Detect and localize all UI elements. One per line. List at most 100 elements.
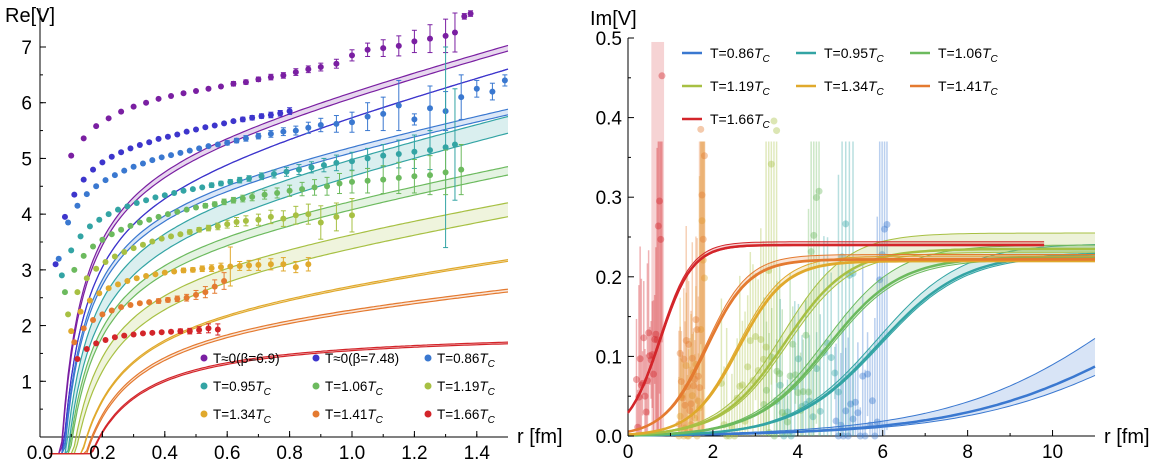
data-point [249, 193, 256, 200]
data-point [61, 289, 68, 296]
data-point [130, 331, 137, 338]
data-point [155, 298, 162, 305]
data-point [68, 152, 75, 159]
legend-label: T=1.19TC [710, 78, 771, 98]
data-point [143, 197, 150, 204]
data-point [52, 261, 59, 268]
data-point [99, 159, 106, 166]
data-column [651, 41, 665, 436]
data-point [196, 145, 203, 152]
data-point [133, 200, 140, 206]
data-point [267, 130, 274, 137]
data-point [286, 108, 293, 115]
data-point [688, 392, 696, 400]
data-point [205, 143, 212, 150]
fit-curve [49, 174, 509, 455]
data-point [773, 367, 781, 375]
data-point [58, 272, 65, 279]
data-point [83, 275, 90, 282]
data-point [680, 355, 688, 363]
data-point [74, 202, 81, 209]
data-point [395, 102, 402, 109]
fit-band [49, 166, 509, 454]
data-point [102, 177, 109, 184]
data-point [280, 215, 287, 222]
data-point [196, 226, 203, 233]
data-point [205, 85, 212, 92]
y-tick-label: 5 [21, 149, 32, 170]
x-tick-label: 10 [1042, 442, 1063, 463]
data-point [317, 219, 324, 226]
data-point [124, 203, 131, 210]
data-point [230, 197, 237, 204]
data-point [651, 335, 659, 343]
data-point [61, 213, 68, 220]
y-tick-label: 4 [21, 205, 32, 226]
data-point [676, 412, 684, 420]
data-point [93, 265, 100, 272]
data-point [752, 333, 760, 341]
data-point [411, 173, 418, 180]
data-point [802, 331, 810, 339]
data-point [451, 141, 458, 148]
data-point [105, 115, 112, 122]
data-point [738, 381, 746, 389]
data-point [654, 222, 662, 230]
data-point [171, 189, 178, 196]
x-axis-label: r [fm] [1104, 426, 1150, 448]
data-point [152, 271, 159, 278]
data-point [80, 176, 87, 183]
data-point [696, 384, 704, 392]
data-point [158, 235, 165, 242]
y-tick-label: 0.4 [596, 109, 623, 130]
data-point [177, 149, 184, 156]
data-point [805, 388, 813, 396]
data-point [364, 113, 371, 120]
data-point [688, 354, 696, 362]
data-point [164, 296, 171, 303]
data-point [292, 69, 299, 76]
fit-curve-upper [49, 288, 509, 455]
data-point [189, 266, 196, 273]
data-point [118, 226, 125, 233]
data-point [762, 343, 770, 351]
fit-curve-upper [49, 202, 509, 455]
data-point [146, 216, 153, 223]
data-point [283, 168, 290, 175]
data-point [692, 316, 700, 324]
x-axis-label: r [fm] [517, 426, 563, 448]
data-point [317, 64, 324, 71]
data-point [202, 124, 209, 131]
data-point [149, 329, 156, 336]
data-point [883, 221, 891, 229]
data-point [124, 278, 131, 284]
data-point [489, 88, 496, 95]
data-point [214, 326, 221, 333]
data-point [844, 432, 852, 440]
data-point [139, 160, 146, 167]
legend-marker [200, 410, 208, 418]
data-point [744, 363, 752, 371]
data-point [311, 184, 318, 191]
data-point [636, 355, 644, 363]
data-point [427, 35, 433, 42]
data-point [139, 241, 146, 248]
data-point [186, 328, 193, 335]
data-point [812, 194, 820, 202]
legend-marker [424, 410, 432, 418]
data-point [682, 336, 690, 344]
data-point [193, 126, 199, 133]
data-point [227, 263, 234, 270]
data-point [700, 274, 708, 282]
data-point [158, 329, 165, 336]
data-point [691, 414, 699, 422]
data-point [333, 120, 340, 127]
y-tick-label: 0.1 [596, 347, 622, 368]
legend-label: T=1.34TC [824, 78, 885, 98]
y-tick-label: 0.3 [596, 188, 622, 209]
data-point [139, 330, 146, 337]
fit-curve [49, 50, 509, 455]
data-point [286, 187, 293, 194]
data-point [267, 261, 274, 268]
data-point [121, 249, 128, 256]
